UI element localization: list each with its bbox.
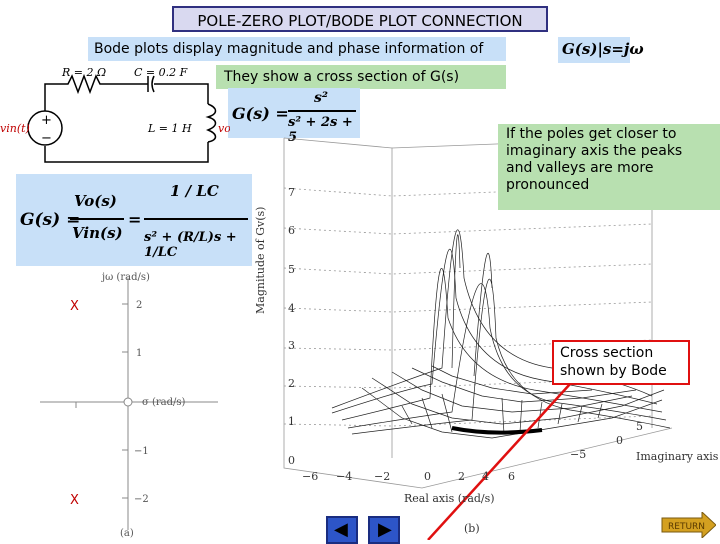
- tick-2: 2: [136, 300, 142, 311]
- eval-formula-box: G(s)|s=jω: [558, 37, 644, 63]
- gs-fraction-bar: [288, 110, 356, 112]
- tick-1: 1: [136, 348, 142, 359]
- vo-den2: s² + (R/L)s + 1/LC: [144, 230, 237, 260]
- l-label: L = 1 H: [147, 122, 192, 135]
- z-tick-4: 4: [288, 302, 295, 315]
- x-tick-0: 0: [424, 470, 431, 483]
- z-tick-1: 1: [288, 415, 295, 428]
- surface-mesh: [331, 229, 671, 439]
- jw-axis-label: jω (rad/s): [101, 272, 150, 283]
- pole-zero-plot: jω (rad/s) σ (rad/s) 2 1 −1 −2 X X (a): [40, 272, 218, 539]
- z-tick-7: 7: [288, 186, 295, 199]
- z-tick-6: 6: [288, 224, 295, 237]
- tick-neg1: −1: [134, 446, 149, 457]
- return-label: RETURN: [668, 522, 705, 532]
- x-tick-2: 2: [458, 470, 465, 483]
- next-arrow-icon: ▶: [378, 519, 392, 540]
- r-label: R = 2 Ω: [61, 66, 106, 79]
- y-tick-5: 5: [636, 420, 643, 433]
- x-tick-neg2: −2: [374, 470, 390, 483]
- y-tick-0: 0: [616, 434, 623, 447]
- zero-marker: [123, 397, 133, 407]
- gs-numerator: s²: [314, 90, 329, 106]
- c-label: C = 0.2 F: [134, 66, 188, 79]
- poles-note: If the poles get closer to imaginary axi…: [498, 124, 720, 210]
- prev-arrow-icon: ◀: [334, 519, 348, 540]
- vo-den1: Vin(s): [72, 224, 123, 242]
- surface-plot-caption: (b): [464, 522, 480, 535]
- transfer-function-box: G(s) = Vo(s) Vin(s) = 1 / LC s² + (R/L)s…: [16, 174, 252, 266]
- tick-neg2: −2: [134, 494, 149, 505]
- vo-num1: Vo(s): [74, 192, 117, 210]
- magnitude-surface-plot: Magnitude of Gv(s) 7 6 5 4 3 2 1 0 −6 −4…: [254, 137, 720, 540]
- subtitle-text: Bode plots display magnitude and phase i…: [88, 37, 506, 61]
- pole-marker-lower: X: [70, 493, 79, 508]
- z-axis-label: Magnitude of Gv(s): [254, 207, 267, 314]
- gs-denominator: s² + 2s + 5: [288, 115, 353, 145]
- return-button[interactable]: RETURN: [660, 512, 716, 538]
- vo-lhs: G(s) =: [20, 210, 81, 230]
- x-tick-neg4: −4: [336, 470, 352, 483]
- slide-title: POLE-ZERO PLOT/BODE PLOT CONNECTION: [172, 6, 548, 32]
- vo-label: vo(t): [218, 122, 230, 135]
- y-axis-label: Imaginary axis (rad/s): [636, 450, 720, 463]
- vin-label: vin(t): [0, 122, 30, 135]
- rlc-circuit-diagram: R = 2 Ω C = 0.2 F L = 1 H vin(t) vo(t) +…: [0, 66, 230, 163]
- pole-marker-upper: X: [70, 299, 79, 314]
- eval-formula: G(s)|s=jω: [562, 40, 644, 58]
- x-tick-6: 6: [508, 470, 515, 483]
- source-plus: +: [41, 113, 52, 128]
- vo-num2: 1 / LC: [170, 182, 219, 200]
- cross-section-note: They show a cross section of G(s): [216, 65, 506, 89]
- sigma-axis-label: σ (rad/s): [142, 397, 186, 408]
- z-tick-3: 3: [288, 339, 295, 352]
- cross-section-curve: [451, 426, 543, 435]
- x-axis-label: Real axis (rad/s): [404, 492, 495, 505]
- pole-plot-caption: (a): [120, 528, 134, 539]
- gs-lhs: G(s) =: [232, 104, 289, 123]
- z-tick-2: 2: [288, 377, 295, 390]
- x-tick-4: 4: [482, 470, 489, 483]
- vo-eq: =: [128, 210, 142, 229]
- vo-fraction-bar-2: [144, 218, 248, 220]
- cross-section-pointer: [427, 383, 571, 540]
- source-minus: −: [41, 131, 52, 146]
- vo-fraction-bar-1: [70, 218, 124, 220]
- gs-formula-box: G(s) = s² s² + 2s + 5: [228, 88, 360, 145]
- y-tick-neg5: −5: [570, 448, 586, 461]
- z-tick-5: 5: [288, 263, 295, 276]
- cross-section-label: Cross section shown by Bode: [552, 340, 690, 385]
- x-tick-neg6: −6: [302, 470, 318, 483]
- z-tick-0: 0: [288, 454, 295, 467]
